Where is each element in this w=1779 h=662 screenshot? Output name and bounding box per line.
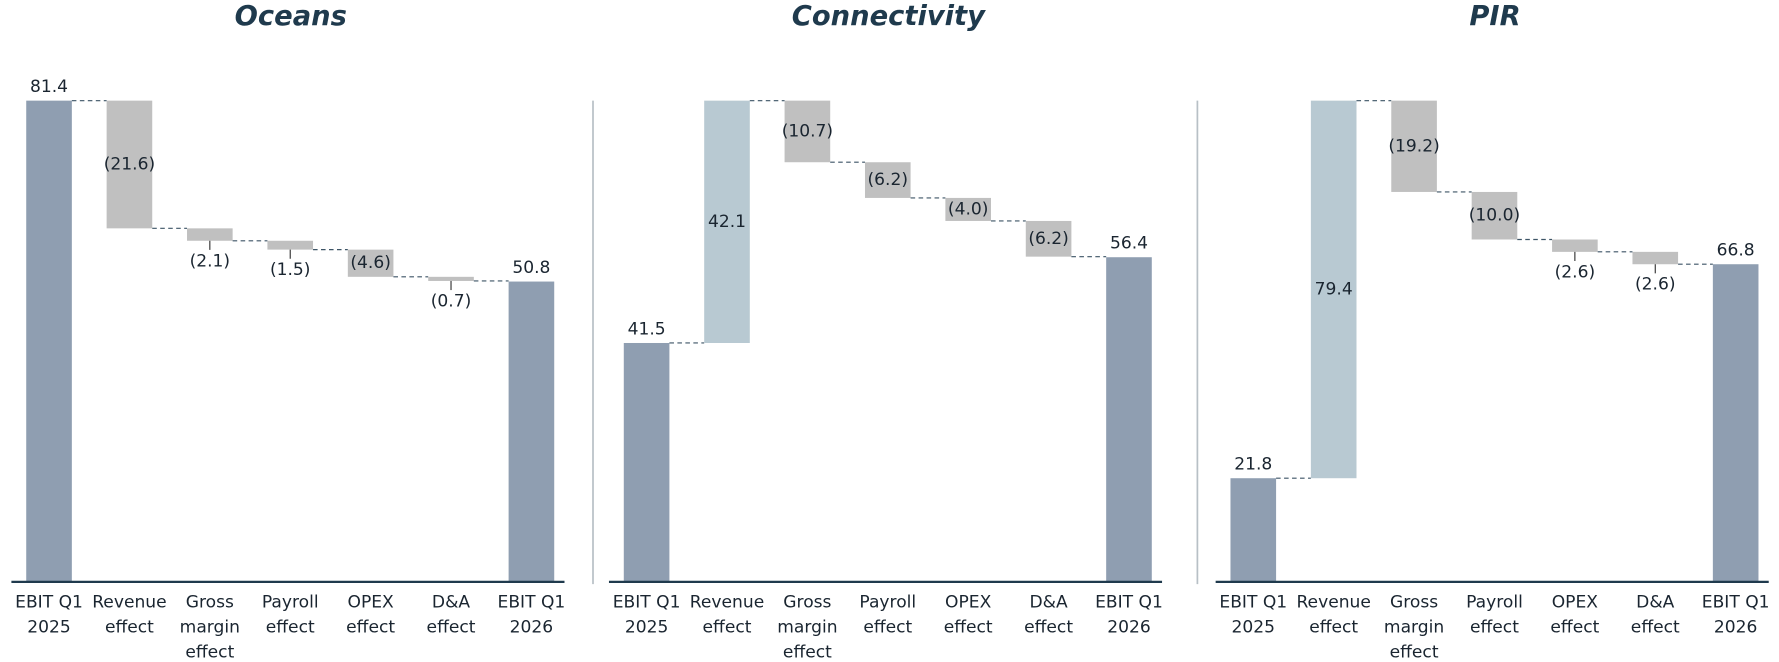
value-label: (4.0) <box>948 199 989 219</box>
value-label: (1.5) <box>270 260 311 280</box>
value-label: 50.8 <box>512 258 550 278</box>
x-tick-label: Gross margin effect <box>180 592 240 662</box>
value-label: 56.4 <box>1110 234 1148 254</box>
value-label: (2.1) <box>190 251 231 271</box>
chart-title: Connectivity <box>792 1 986 32</box>
chart-title: PIR <box>1469 1 1520 32</box>
value-label: (19.2) <box>1388 136 1439 156</box>
bar <box>864 162 911 198</box>
x-tick-label: EBIT Q1 2026 <box>1702 592 1770 637</box>
value-label: 21.8 <box>1234 455 1272 475</box>
bar <box>187 228 233 241</box>
chart-title: Oceans <box>235 1 347 32</box>
bar <box>1106 257 1152 582</box>
bar <box>106 100 153 229</box>
bar <box>1391 100 1437 192</box>
value-label: (6.2) <box>1028 229 1069 249</box>
bar <box>1552 239 1598 252</box>
value-label: (10.0) <box>1469 206 1520 226</box>
x-tick-label: D&A effect <box>1024 592 1073 637</box>
x-tick-label: D&A effect <box>1631 592 1680 637</box>
value-label: 42.1 <box>708 212 746 232</box>
value-label: (6.2) <box>868 170 909 190</box>
x-tick-label: OPEX effect <box>1550 592 1599 637</box>
value-label: 79.4 <box>1315 279 1353 299</box>
value-label: (10.7) <box>782 121 833 141</box>
value-label: (2.6) <box>1635 275 1676 295</box>
bar <box>1471 191 1518 240</box>
x-tick-label: OPEX effect <box>346 592 395 637</box>
value-label: 41.5 <box>628 319 666 339</box>
x-tick-label: Revenue effect <box>1296 592 1370 637</box>
bar <box>784 100 831 163</box>
bar <box>1632 251 1679 265</box>
value-label: (0.7) <box>431 291 472 311</box>
value-label: 66.8 <box>1717 241 1755 261</box>
x-tick-label: Payroll effect <box>1466 592 1523 637</box>
x-tick-label: D&A effect <box>427 592 476 637</box>
bar <box>1712 264 1759 582</box>
x-tick-label: EBIT Q1 2025 <box>1219 592 1287 637</box>
x-tick-label: Payroll effect <box>262 592 319 637</box>
x-tick-label: EBIT Q1 2025 <box>613 592 681 637</box>
x-tick-label: Revenue effect <box>92 592 166 637</box>
bar <box>945 197 991 221</box>
bar <box>704 100 750 343</box>
bar <box>1025 220 1072 257</box>
x-tick-label: Revenue effect <box>690 592 764 637</box>
bar <box>267 240 314 250</box>
value-label: (2.6) <box>1555 262 1596 282</box>
x-tick-label: EBIT Q1 2025 <box>15 592 83 637</box>
bar <box>347 249 394 277</box>
x-tick-label: EBIT Q1 2026 <box>498 592 566 637</box>
x-tick-label: OPEX effect <box>944 592 993 637</box>
bar <box>508 281 555 582</box>
bar <box>26 100 72 582</box>
x-tick-label: Payroll effect <box>859 592 916 637</box>
x-tick-label: EBIT Q1 2026 <box>1095 592 1163 637</box>
x-tick-label: Gross margin effect <box>777 592 837 662</box>
bar <box>1230 478 1277 582</box>
bar <box>1310 100 1357 479</box>
x-tick-label: Gross margin effect <box>1384 592 1444 662</box>
value-label: (4.6) <box>350 253 391 273</box>
bar <box>623 342 670 582</box>
bar <box>428 276 474 281</box>
value-label: 81.4 <box>30 77 68 97</box>
value-label: (21.6) <box>104 154 155 174</box>
